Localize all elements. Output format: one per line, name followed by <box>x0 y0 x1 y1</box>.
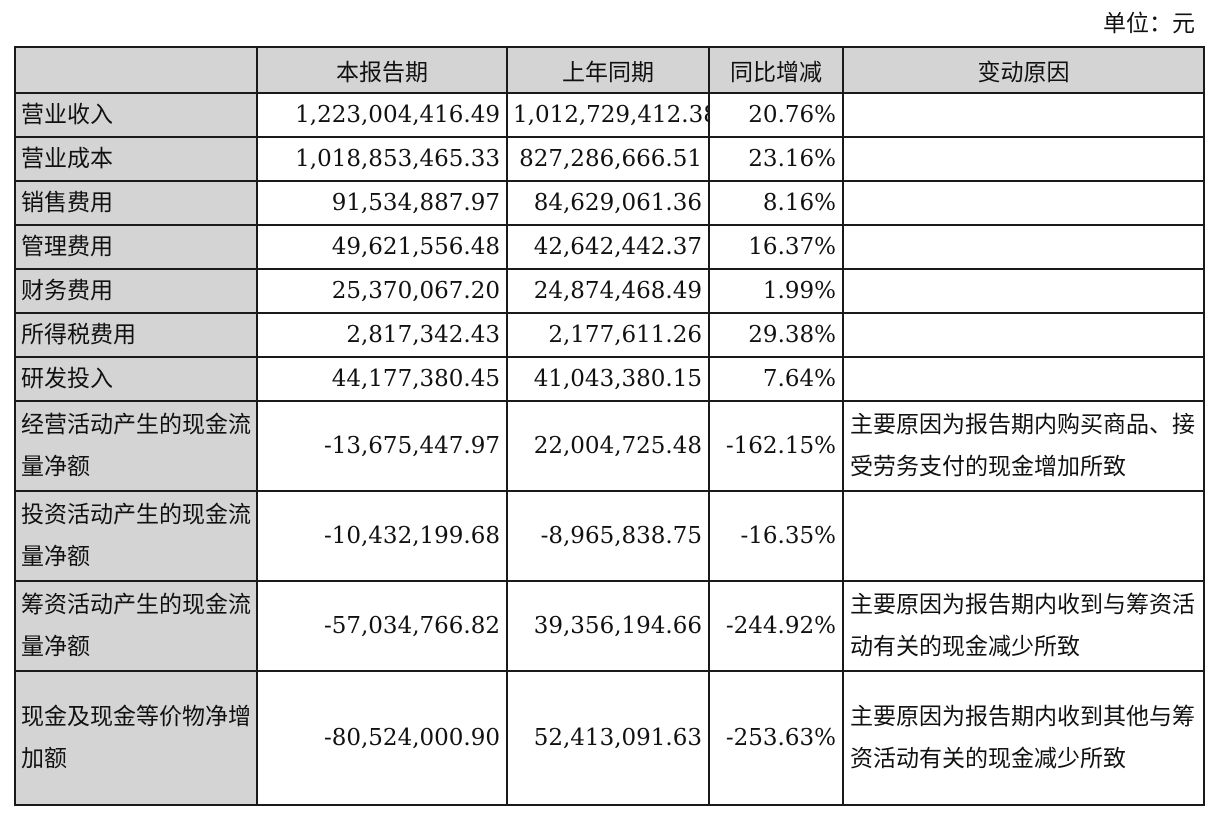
table-header-row: 本报告期 上年同期 同比增减 变动原因 <box>14 46 1205 94</box>
table-row: 营业成本 1,018,853,465.33 827,286,666.51 23.… <box>14 136 1205 182</box>
change-value: 20.76% <box>708 92 844 138</box>
change-reason: 主要原因为报告期内收到其他与筹资活动有关的现金减少所致 <box>842 670 1205 806</box>
financial-data-table: 本报告期 上年同期 同比增减 变动原因 营业收入 1,223,004,416.4… <box>14 46 1205 806</box>
unit-label: 单位：元 <box>1103 11 1195 37</box>
previous-value: 84,629,061.36 <box>506 180 710 226</box>
change-value: 8.16% <box>708 180 844 226</box>
current-value: 2,817,342.43 <box>256 312 508 358</box>
change-reason <box>842 490 1205 582</box>
table-row: 现金及现金等价物净增加额 -80,524,000.90 52,413,091.6… <box>14 670 1205 806</box>
row-label: 筹资活动产生的现金流量净额 <box>14 580 258 672</box>
row-label: 管理费用 <box>14 224 258 270</box>
previous-value: -8,965,838.75 <box>506 490 710 582</box>
row-label: 财务费用 <box>14 268 258 314</box>
row-label: 经营活动产生的现金流量净额 <box>14 400 258 492</box>
row-label: 投资活动产生的现金流量净额 <box>14 490 258 582</box>
change-value: 29.38% <box>708 312 844 358</box>
previous-value: 22,004,725.48 <box>506 400 710 492</box>
table-row: 管理费用 49,621,556.48 42,642,442.37 16.37% <box>14 224 1205 270</box>
header-current-period: 本报告期 <box>256 46 508 94</box>
previous-value: 52,413,091.63 <box>506 670 710 806</box>
change-value: 1.99% <box>708 268 844 314</box>
change-value: 23.16% <box>708 136 844 182</box>
current-value: -57,034,766.82 <box>256 580 508 672</box>
current-value: -10,432,199.68 <box>256 490 508 582</box>
change-value: -244.92% <box>708 580 844 672</box>
change-value: -162.15% <box>708 400 844 492</box>
current-value: 49,621,556.48 <box>256 224 508 270</box>
row-label: 研发投入 <box>14 356 258 402</box>
table-row: 销售费用 91,534,887.97 84,629,061.36 8.16% <box>14 180 1205 226</box>
row-label: 营业收入 <box>14 92 258 138</box>
header-yoy-change: 同比增减 <box>708 46 844 94</box>
row-label: 销售费用 <box>14 180 258 226</box>
current-value: 25,370,067.20 <box>256 268 508 314</box>
table-row: 营业收入 1,223,004,416.49 1,012,729,412.38 2… <box>14 92 1205 138</box>
change-reason <box>842 268 1205 314</box>
previous-value: 827,286,666.51 <box>506 136 710 182</box>
change-reason <box>842 356 1205 402</box>
row-label: 营业成本 <box>14 136 258 182</box>
table-row: 经营活动产生的现金流量净额 -13,675,447.97 22,004,725.… <box>14 400 1205 492</box>
row-label: 现金及现金等价物净增加额 <box>14 670 258 806</box>
previous-value: 42,642,442.37 <box>506 224 710 270</box>
table-row: 筹资活动产生的现金流量净额 -57,034,766.82 39,356,194.… <box>14 580 1205 672</box>
table-row: 所得税费用 2,817,342.43 2,177,611.26 29.38% <box>14 312 1205 358</box>
change-reason <box>842 180 1205 226</box>
change-value: 16.37% <box>708 224 844 270</box>
change-value: 7.64% <box>708 356 844 402</box>
previous-value: 1,012,729,412.38 <box>506 92 710 138</box>
current-value: 91,534,887.97 <box>256 180 508 226</box>
previous-value: 2,177,611.26 <box>506 312 710 358</box>
change-reason: 主要原因为报告期内收到与筹资活动有关的现金减少所致 <box>842 580 1205 672</box>
previous-value: 24,874,468.49 <box>506 268 710 314</box>
change-value: -253.63% <box>708 670 844 806</box>
previous-value: 39,356,194.66 <box>506 580 710 672</box>
header-previous-period: 上年同期 <box>506 46 710 94</box>
change-value: -16.35% <box>708 490 844 582</box>
change-reason <box>842 92 1205 138</box>
header-change-reason: 变动原因 <box>842 46 1205 94</box>
current-value: 1,223,004,416.49 <box>256 92 508 138</box>
change-reason <box>842 136 1205 182</box>
change-reason <box>842 224 1205 270</box>
current-value: 44,177,380.45 <box>256 356 508 402</box>
current-value: -80,524,000.90 <box>256 670 508 806</box>
change-reason: 主要原因为报告期内购买商品、接受劳务支付的现金增加所致 <box>842 400 1205 492</box>
row-label: 所得税费用 <box>14 312 258 358</box>
header-item-column <box>14 46 258 94</box>
current-value: -13,675,447.97 <box>256 400 508 492</box>
current-value: 1,018,853,465.33 <box>256 136 508 182</box>
previous-value: 41,043,380.15 <box>506 356 710 402</box>
change-reason <box>842 312 1205 358</box>
table-row: 投资活动产生的现金流量净额 -10,432,199.68 -8,965,838.… <box>14 490 1205 582</box>
table-row: 研发投入 44,177,380.45 41,043,380.15 7.64% <box>14 356 1205 402</box>
table-row: 财务费用 25,370,067.20 24,874,468.49 1.99% <box>14 268 1205 314</box>
